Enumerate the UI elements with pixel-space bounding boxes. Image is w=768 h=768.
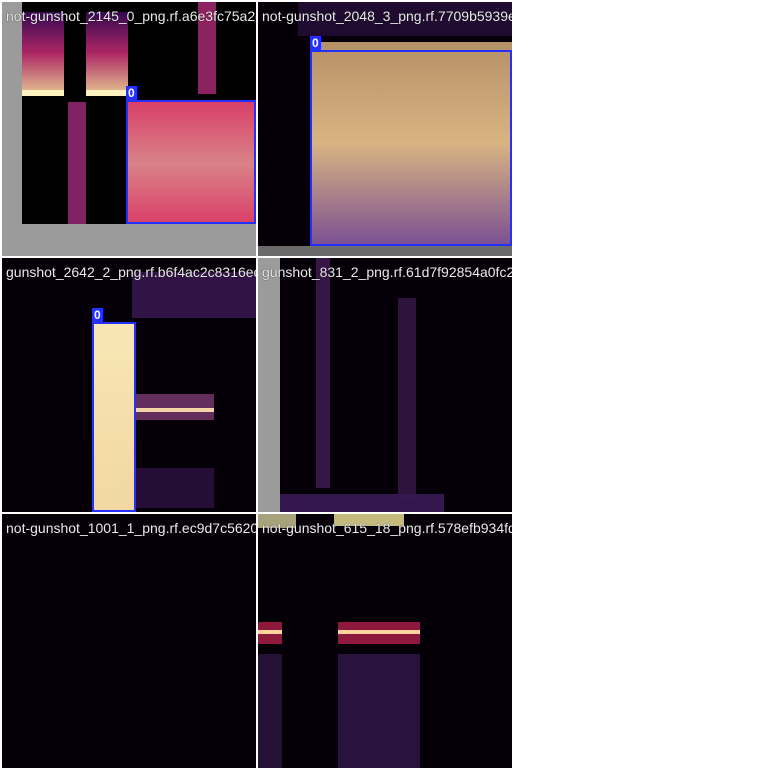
spectrogram-graphic xyxy=(280,258,444,512)
detection-box: 0 xyxy=(92,308,136,512)
tile-caption: not-gunshot_615_18_png.rf.578efb934fdd20 xyxy=(262,520,512,536)
spectrogram-graphic xyxy=(258,2,512,256)
spectrogram xyxy=(2,258,256,512)
tile-caption: gunshot_831_2_png.rf.61d7f92854a0fc29a45 xyxy=(262,264,512,280)
box-label: 0 xyxy=(310,36,321,50)
tile-4[interactable]: gunshot_831_2_png.rf.61d7f92854a0fc29a45 xyxy=(258,258,512,512)
tile-caption: gunshot_2642_2_png.rf.b6f4ac2c8316ec0557 xyxy=(6,264,256,280)
spectrogram xyxy=(2,514,256,768)
detection-box: 0 xyxy=(310,36,512,246)
tile-1[interactable]: 0 not-gunshot_2145_0_png.rf.a6e3fc75a2ec… xyxy=(2,2,256,256)
tile-5[interactable]: not-gunshot_1001_1_png.rf.ec9d7c562082f7… xyxy=(2,514,256,768)
box-label: 0 xyxy=(92,308,103,322)
padding-region xyxy=(258,258,280,512)
tile-caption: not-gunshot_2048_3_png.rf.7709b5939e7c20 xyxy=(262,8,512,24)
tile-caption: not-gunshot_1001_1_png.rf.ec9d7c562082f7… xyxy=(6,520,256,536)
detection-box: 0 xyxy=(126,86,256,224)
tile-6[interactable]: not-gunshot_615_18_png.rf.578efb934fdd20 xyxy=(258,514,512,768)
tile-caption: not-gunshot_2145_0_png.rf.a6e3fc75a2ecfa… xyxy=(6,8,256,24)
box-label: 0 xyxy=(126,86,137,100)
spectrogram xyxy=(258,2,512,256)
spectrogram xyxy=(280,258,512,512)
spectrogram-graphic xyxy=(22,2,256,224)
tile-2[interactable]: 0 not-gunshot_2048_3_png.rf.7709b5939e7c… xyxy=(258,2,512,256)
spectrogram-graphic xyxy=(94,272,256,512)
spectrogram-graphic xyxy=(258,514,420,768)
spectrogram xyxy=(258,514,512,768)
spectrogram xyxy=(22,2,256,224)
tile-3[interactable]: 0 gunshot_2642_2_png.rf.b6f4ac2c8316ec05… xyxy=(2,258,256,512)
